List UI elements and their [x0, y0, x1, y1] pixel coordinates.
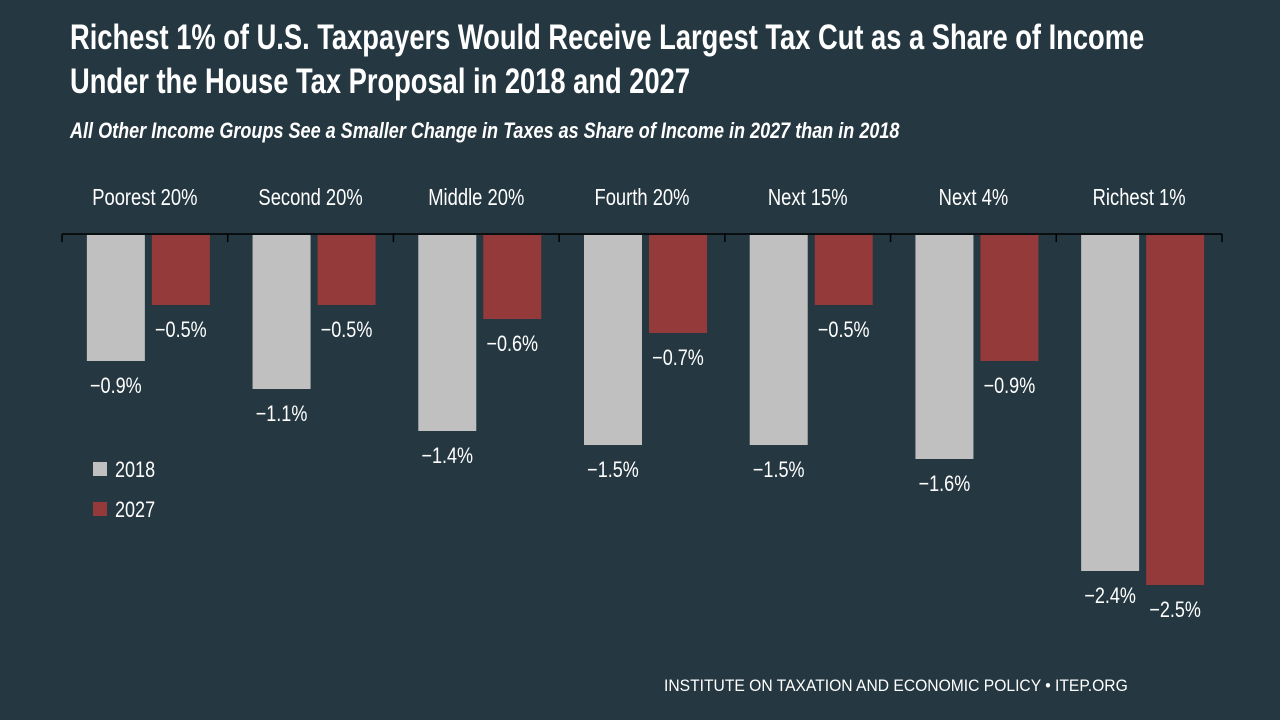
- data-label: −1.5%: [753, 458, 805, 482]
- chart-title: Richest 1% of U.S. Taxpayers Would Recei…: [70, 16, 1144, 104]
- data-label: −1.4%: [421, 444, 473, 468]
- data-label: −0.9%: [984, 374, 1036, 398]
- data-label: −0.5%: [321, 318, 373, 342]
- data-label: −1.1%: [256, 402, 308, 426]
- bar-2018: [252, 235, 311, 389]
- bar-2018: [584, 235, 642, 445]
- data-label: −2.5%: [1149, 598, 1201, 622]
- category-label: Richest 1%: [1093, 185, 1186, 210]
- legend-label: 2018: [115, 458, 155, 482]
- category-label: Fourth 20%: [594, 185, 689, 210]
- bar-2027: [980, 235, 1039, 361]
- data-label: −0.6%: [486, 332, 538, 356]
- category-label: Second 20%: [258, 185, 362, 210]
- chart-subtitle: All Other Income Groups See a Smaller Ch…: [70, 118, 900, 143]
- source-credit: INSTITUTE ON TAXATION AND ECONOMIC POLIC…: [664, 676, 1128, 695]
- bar-2027: [1146, 235, 1205, 585]
- bar-2027: [649, 235, 707, 333]
- category-label: Next 15%: [768, 185, 848, 210]
- bar-2018: [749, 235, 808, 445]
- bar-2027: [483, 235, 542, 319]
- legend-label: 2027: [115, 498, 155, 522]
- data-label: −0.5%: [818, 318, 870, 342]
- bar-2027: [317, 235, 376, 305]
- category-label: Middle 20%: [428, 185, 524, 210]
- bar-2018: [1081, 235, 1140, 571]
- category-label: Poorest 20%: [92, 185, 197, 210]
- bar-2018: [418, 235, 477, 431]
- data-label: −0.5%: [155, 318, 207, 342]
- bar-2027: [814, 235, 873, 305]
- legend-swatch-2018: [93, 462, 107, 476]
- chart-title-line-1: Richest 1% of U.S. Taxpayers Would Recei…: [70, 18, 1145, 57]
- category-label: Next 4%: [939, 185, 1009, 210]
- data-label: −0.7%: [652, 346, 704, 370]
- chart-title-line-2: Under the House Tax Proposal in 2018 and…: [70, 62, 691, 101]
- bar-2027: [151, 235, 210, 305]
- data-label: −2.4%: [1084, 584, 1136, 608]
- legend-swatch-2027: [93, 502, 107, 516]
- bar-2018: [86, 235, 145, 361]
- data-label: −0.9%: [90, 374, 142, 398]
- bar-2018: [915, 235, 974, 459]
- data-label: −1.5%: [587, 458, 639, 482]
- data-label: −1.6%: [919, 472, 971, 496]
